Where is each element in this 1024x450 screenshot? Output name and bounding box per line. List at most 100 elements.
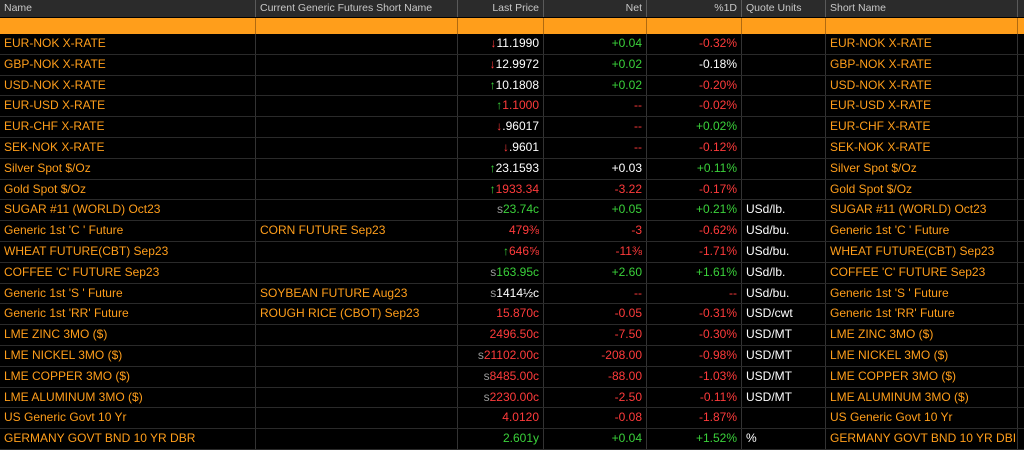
col-header-short-name[interactable]: Short Name bbox=[826, 0, 1018, 17]
last-price: s1414½c bbox=[458, 283, 544, 304]
table-row[interactable]: EUR-USD X-RATE ↑1.1000 -- -0.02% EUR-USD X-R… bbox=[0, 96, 1024, 118]
short-name: SUGAR #11 (WORLD) Oct23 bbox=[826, 200, 1018, 221]
table-row[interactable]: Generic 1st 'S ' Future SOYBEAN FUTURE Au… bbox=[0, 283, 1024, 305]
quote-units bbox=[742, 75, 826, 96]
table-row[interactable]: Generic 1st 'RR' Future ROUGH RICE (CBOT)… bbox=[0, 304, 1024, 326]
pct-change-1d: -0.11% bbox=[647, 387, 742, 408]
pct-change-1d: -0.20% bbox=[647, 75, 742, 96]
price-source-flag: s bbox=[490, 285, 497, 300]
short-name: EUR-USD X-RATE bbox=[826, 96, 1018, 117]
quote-units: USD/cwt bbox=[742, 304, 826, 325]
arrow-down-icon: ↓ bbox=[489, 56, 496, 71]
table-row[interactable]: LME COPPER 3MO ($) s8485.00c -88.00 -1.03% U… bbox=[0, 366, 1024, 388]
net-change: -208.00 bbox=[544, 345, 647, 366]
net-change: +0.02 bbox=[544, 75, 647, 96]
table-row[interactable]: SUGAR #11 (WORLD) Oct23 s23.74c +0.05 +0.21… bbox=[0, 200, 1024, 222]
security-name: Silver Spot $/Oz bbox=[0, 158, 256, 179]
last-price: 2496.50c bbox=[458, 325, 544, 345]
arrow-down-icon: ↓ bbox=[496, 119, 503, 134]
quote-units: USD/MT bbox=[742, 366, 826, 387]
col-header-last-price[interactable]: Last Price bbox=[458, 0, 544, 17]
table-row[interactable]: GERMANY GOVT BND 10 YR DBR 2.601y +0.04 +1.… bbox=[0, 429, 1024, 450]
table-row[interactable]: US Generic Govt 10 Yr 4.0120 -0.08 -1.87% US… bbox=[0, 408, 1024, 430]
pct-change-1d: -0.31% bbox=[647, 304, 742, 325]
security-name: EUR-NOK X-RATE bbox=[0, 34, 256, 54]
net-change: -3 bbox=[544, 221, 647, 241]
pct-change-1d: -0.98% bbox=[647, 345, 742, 366]
generic-futures-name bbox=[256, 34, 458, 54]
net-change: +0.04 bbox=[544, 34, 647, 54]
col-header-pct-1d[interactable]: %1D bbox=[647, 0, 742, 17]
security-name: Generic 1st 'C ' Future bbox=[0, 221, 256, 241]
generic-futures-name bbox=[256, 345, 458, 366]
selected-row-bar[interactable] bbox=[0, 18, 1024, 34]
table-row[interactable]: LME ZINC 3MO ($) 2496.50c -7.50 -0.30% USD/M… bbox=[0, 325, 1024, 346]
quote-units: USd/lb. bbox=[742, 262, 826, 283]
last-price-value: .9601 bbox=[508, 139, 539, 154]
security-name: Gold Spot $/Oz bbox=[0, 179, 256, 200]
short-name: EUR-CHF X-RATE bbox=[826, 117, 1018, 137]
last-price: ↑10.1808 bbox=[458, 75, 544, 96]
quote-units: USD/MT bbox=[742, 345, 826, 366]
last-price-value: 12.9972 bbox=[495, 56, 539, 71]
arrow-down-icon: ↓ bbox=[490, 36, 497, 50]
arrow-up-icon: ↑ bbox=[496, 98, 503, 113]
security-name: Generic 1st 'RR' Future bbox=[0, 304, 256, 325]
table-row[interactable]: EUR-NOK X-RATE ↓11.1990 +0.04 -0.32% EUR-NOK… bbox=[0, 34, 1024, 55]
generic-futures-name bbox=[256, 429, 458, 449]
security-name: WHEAT FUTURE(CBT) Sep23 bbox=[0, 241, 256, 262]
price-source-flag: s bbox=[490, 264, 497, 279]
generic-futures-name bbox=[256, 179, 458, 200]
last-price-value: 15.870c bbox=[496, 306, 539, 321]
security-name: GERMANY GOVT BND 10 YR DBR bbox=[0, 429, 256, 449]
short-name: GERMANY GOVT BND 10 YR DBI bbox=[826, 429, 1018, 449]
last-price: ↓11.1990 bbox=[458, 34, 544, 54]
last-price-value: 479⅜ bbox=[508, 223, 539, 238]
table-row[interactable]: EUR-CHF X-RATE ↓.96017 -- +0.02% EUR-CHF X-R… bbox=[0, 117, 1024, 138]
pct-change-1d: -1.87% bbox=[647, 408, 742, 429]
last-price-value: 4.0120 bbox=[502, 410, 539, 425]
table-row[interactable]: WHEAT FUTURE(CBT) Sep23 ↑646⅝ -11⅜ -1.71% US… bbox=[0, 241, 1024, 263]
short-name: COFFEE 'C' FUTURE Sep23 bbox=[826, 262, 1018, 283]
table-row[interactable]: LME NICKEL 3MO ($) s21102.00c -208.00 -0.98… bbox=[0, 345, 1024, 367]
last-price-value: 2496.50c bbox=[489, 327, 539, 342]
table-row[interactable]: Silver Spot $/Oz ↑23.1593 +0.03 +0.11% Silve… bbox=[0, 158, 1024, 180]
net-change: -11⅜ bbox=[544, 241, 647, 262]
net-change: -0.08 bbox=[544, 408, 647, 429]
table-row[interactable]: Generic 1st 'C ' Future CORN FUTURE Sep23… bbox=[0, 221, 1024, 242]
col-header-name[interactable]: Name bbox=[0, 0, 256, 17]
last-price: s2230.00c bbox=[458, 387, 544, 408]
last-price-value: .96017 bbox=[502, 119, 539, 134]
last-price-value: 163.95c bbox=[496, 264, 539, 279]
col-header-net[interactable]: Net bbox=[544, 0, 647, 17]
net-change: -- bbox=[544, 96, 647, 117]
generic-futures-name bbox=[256, 241, 458, 262]
table-row[interactable]: LME ALUMINUM 3MO ($) s2230.00c -2.50 -0.11%… bbox=[0, 387, 1024, 409]
table-header: Name Current Generic Futures Short Name … bbox=[0, 0, 1024, 18]
last-price-value: 2230.00c bbox=[489, 389, 539, 404]
generic-futures-name bbox=[256, 262, 458, 283]
table-row[interactable]: Gold Spot $/Oz ↑1933.34 -3.22 -0.17% Gold Sp… bbox=[0, 179, 1024, 201]
col-header-generic[interactable]: Current Generic Futures Short Name bbox=[256, 0, 458, 17]
price-source-flag: s bbox=[496, 202, 503, 217]
generic-futures-name: ROUGH RICE (CBOT) Sep23 bbox=[256, 304, 458, 325]
quote-units bbox=[742, 137, 826, 158]
quote-units: USd/bu. bbox=[742, 221, 826, 241]
generic-futures-name bbox=[256, 325, 458, 345]
net-change: -7.50 bbox=[544, 325, 647, 345]
short-name: Silver Spot $/Oz bbox=[826, 158, 1018, 179]
quote-units bbox=[742, 117, 826, 137]
table-row[interactable]: USD-NOK X-RATE ↑10.1808 +0.02 -0.20% USD-NOK… bbox=[0, 75, 1024, 97]
table-row[interactable]: GBP-NOK X-RATE ↓12.9972 +0.02 -0.18% GBP-NOK… bbox=[0, 54, 1024, 76]
col-header-quote-units[interactable]: Quote Units bbox=[742, 0, 826, 17]
last-price: s8485.00c bbox=[458, 366, 544, 387]
table-row[interactable]: SEK-NOK X-RATE ↓.9601 -- -0.12% SEK-NOK X-RA… bbox=[0, 137, 1024, 159]
security-name: COFFEE 'C' FUTURE Sep23 bbox=[0, 262, 256, 283]
security-name: SEK-NOK X-RATE bbox=[0, 137, 256, 158]
generic-futures-name bbox=[256, 54, 458, 75]
table-row[interactable]: COFFEE 'C' FUTURE Sep23 s163.95c +2.60 +1.6… bbox=[0, 262, 1024, 284]
last-price: ↑646⅝ bbox=[458, 241, 544, 262]
quote-units: USD/MT bbox=[742, 387, 826, 408]
last-price: s21102.00c bbox=[458, 345, 544, 366]
